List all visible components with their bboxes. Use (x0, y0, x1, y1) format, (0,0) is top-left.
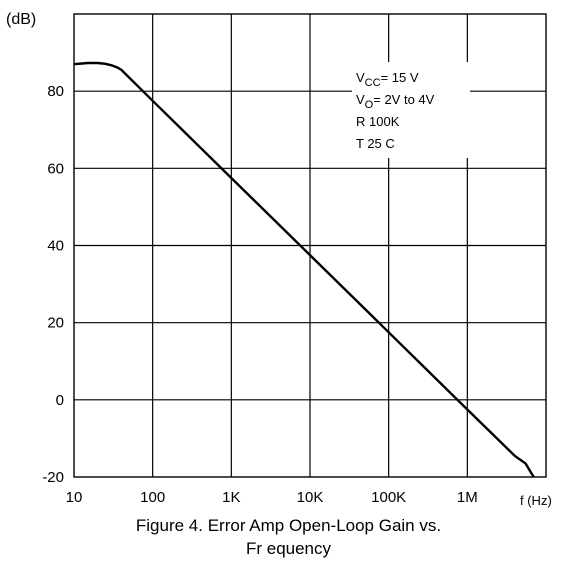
figure-caption-line-1: Figure 4. Error Amp Open-Loop Gain vs. (135, 516, 442, 535)
x-tick-label: 10K (297, 489, 324, 506)
figure-caption-line-2: Fr equency (245, 539, 332, 558)
y-tick-label: 60 (47, 160, 64, 177)
y-tick-label: 40 (47, 238, 64, 255)
y-tick-label: 80 (47, 83, 64, 100)
y-tick-label: 20 (47, 315, 64, 332)
gain-chart: 80 60 40 20 0 -20 10 100 1K 10K 100K 1M VCC= 15 V … (6, 11, 552, 508)
y-tick-labels: 80 60 40 20 0 -20 (42, 83, 64, 486)
annotation-line-t: T 25 C (356, 136, 395, 151)
annotation-background (352, 62, 470, 158)
annotation-line-r: R 100K (356, 114, 400, 129)
x-tick-label: 10 (66, 489, 83, 506)
gain-curve (73, 61, 535, 478)
x-tick-label: 1K (222, 489, 240, 506)
x-tick-label: 100K (371, 489, 406, 506)
x-tick-label: 1M (457, 489, 478, 506)
grid (74, 14, 546, 477)
y-tick-label: -20 (42, 469, 64, 486)
x-axis-label: f (Hz) (520, 493, 552, 508)
conditions-annotation: VCC= 15 V VO= 2V to 4V R 100K T 25 C (356, 70, 435, 151)
y-axis-label: (dB) (6, 11, 36, 28)
y-tick-label: 0 (56, 392, 64, 409)
annotation-line-vo: VO= 2V to 4V (356, 92, 435, 111)
x-tick-label: 100 (140, 489, 165, 506)
annotation-line-vcc: VCC= 15 V (356, 70, 419, 89)
x-tick-labels: 10 100 1K 10K 100K 1M (66, 489, 478, 506)
